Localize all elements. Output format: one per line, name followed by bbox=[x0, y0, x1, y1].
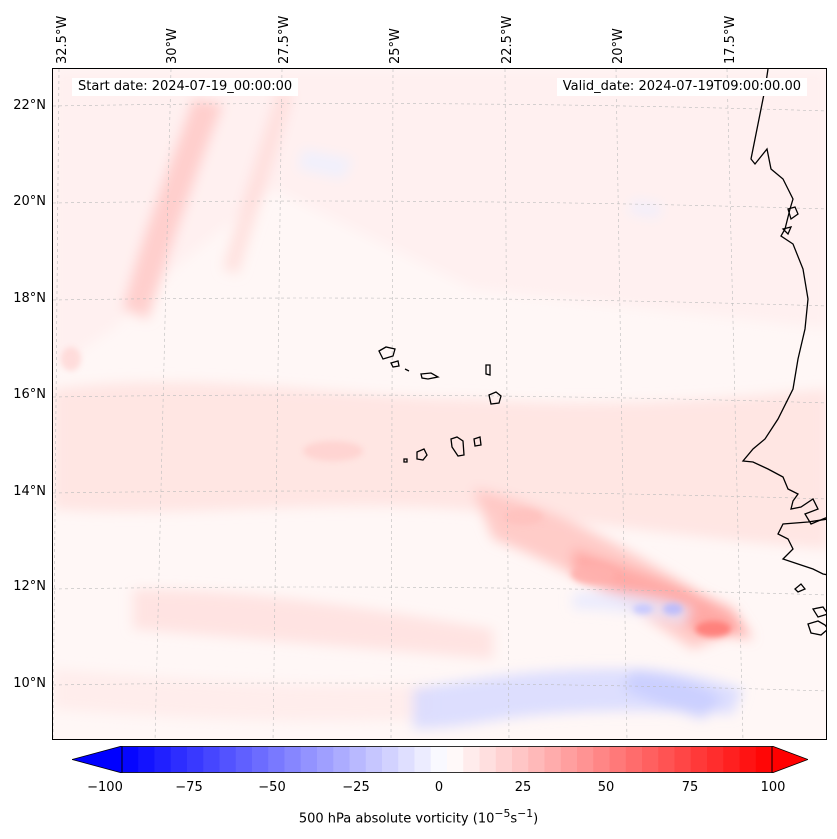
colorbar-segment bbox=[252, 746, 269, 773]
lon-label: 27.5°W bbox=[277, 15, 292, 64]
colorbar-segment bbox=[349, 746, 367, 773]
lon-label: 20°W bbox=[611, 28, 626, 64]
colorbar-segment bbox=[577, 746, 594, 773]
graticule bbox=[53, 69, 826, 739]
lon-label: 22.5°W bbox=[500, 15, 515, 64]
colorbar-segment bbox=[333, 746, 350, 773]
colorbar-segment bbox=[528, 746, 545, 773]
colorbar-segment bbox=[463, 746, 480, 773]
colorbar-segment bbox=[122, 746, 139, 773]
colorbar-segment bbox=[219, 746, 237, 773]
colorbar-segment bbox=[187, 746, 204, 773]
lon-label: 25°W bbox=[388, 28, 403, 64]
colorbar-segment bbox=[707, 746, 724, 773]
lat-label: 18°N bbox=[13, 291, 46, 306]
units-seconds: s bbox=[510, 811, 518, 827]
colorbar-max-extension bbox=[771, 746, 808, 773]
colorbar-tick: 25 bbox=[514, 780, 532, 795]
colorbar-segment bbox=[755, 746, 773, 773]
units-seconds-exponent: −1 bbox=[517, 807, 534, 820]
colorbar-segment bbox=[154, 746, 172, 773]
lon-label: 32.5°W bbox=[55, 15, 70, 64]
colorbar-segment bbox=[723, 746, 740, 773]
colorbar-tick: −50 bbox=[258, 780, 286, 795]
colorbar-tick: 75 bbox=[681, 780, 699, 795]
lat-label: 12°N bbox=[13, 579, 46, 594]
colorbar-segment bbox=[593, 746, 610, 773]
african-coastline bbox=[741, 69, 826, 636]
colorbar-segment bbox=[235, 746, 253, 773]
colorbar-segment bbox=[365, 746, 383, 773]
colorbar-segment bbox=[268, 746, 285, 773]
colorbar-segment bbox=[495, 746, 513, 773]
colorbar-segment bbox=[284, 746, 302, 773]
units-base: 10 bbox=[477, 811, 495, 827]
colorbar-segment bbox=[658, 746, 675, 773]
colorbar-segment bbox=[690, 746, 708, 773]
colorbar-segment bbox=[739, 746, 757, 773]
colorbar-segment bbox=[300, 746, 318, 773]
colorbar-segment bbox=[544, 746, 562, 773]
colorbar-segment bbox=[447, 746, 464, 773]
lat-label: 22°N bbox=[13, 98, 46, 113]
variable-name: 500 hPa absolute vorticity bbox=[298, 811, 469, 827]
map-area bbox=[52, 68, 827, 740]
colorbar-tick: −100 bbox=[87, 780, 123, 795]
colorbar-segment bbox=[430, 746, 448, 773]
cape-verde-islands bbox=[378, 346, 502, 463]
colorbar-segment bbox=[560, 746, 578, 773]
colorbar-segment bbox=[170, 746, 188, 773]
start-date-label: Start date: 2024-07-19_00:00:00 bbox=[72, 78, 299, 96]
colorbar-segment bbox=[512, 746, 529, 773]
colorbar-segment bbox=[317, 746, 334, 773]
colorbar-min-extension bbox=[72, 746, 123, 773]
colorbar-label: 500 hPa absolute vorticity (10−5s−1) bbox=[298, 807, 539, 827]
colorbar-tick: 50 bbox=[597, 780, 615, 795]
units-exponent: −5 bbox=[494, 807, 511, 820]
colorbar-segment bbox=[609, 746, 627, 773]
colorbar-segment bbox=[642, 746, 659, 773]
colorbar bbox=[72, 746, 808, 773]
colorbar-tick: −25 bbox=[342, 780, 370, 795]
colorbar-segment bbox=[138, 746, 155, 773]
lat-label: 10°N bbox=[13, 676, 46, 691]
colorbar-segments bbox=[122, 746, 773, 773]
colorbar-segment bbox=[382, 746, 399, 773]
colorbar-outline bbox=[121, 746, 773, 773]
colorbar-segment bbox=[203, 746, 220, 773]
lon-label: 17.5°W bbox=[723, 15, 738, 64]
colorbar-segment bbox=[625, 746, 643, 773]
colorbar-segment bbox=[479, 746, 497, 773]
lon-label: 30°W bbox=[165, 28, 180, 64]
vorticity-field bbox=[53, 69, 826, 739]
colorbar-segment bbox=[414, 746, 432, 773]
lat-label: 16°N bbox=[13, 387, 46, 402]
vorticity-maxima bbox=[61, 347, 731, 637]
lat-label: 14°N bbox=[13, 484, 46, 499]
colorbar-tick: 0 bbox=[434, 780, 444, 795]
colorbar-segment bbox=[398, 746, 415, 773]
colorbar-tick: 100 bbox=[760, 780, 786, 795]
colorbar-tick: −75 bbox=[175, 780, 203, 795]
lat-label: 20°N bbox=[13, 194, 46, 209]
valid-date-label: Valid_date: 2024-07-19T09:00:00.00 bbox=[556, 78, 807, 96]
colorbar-segment bbox=[674, 746, 692, 773]
